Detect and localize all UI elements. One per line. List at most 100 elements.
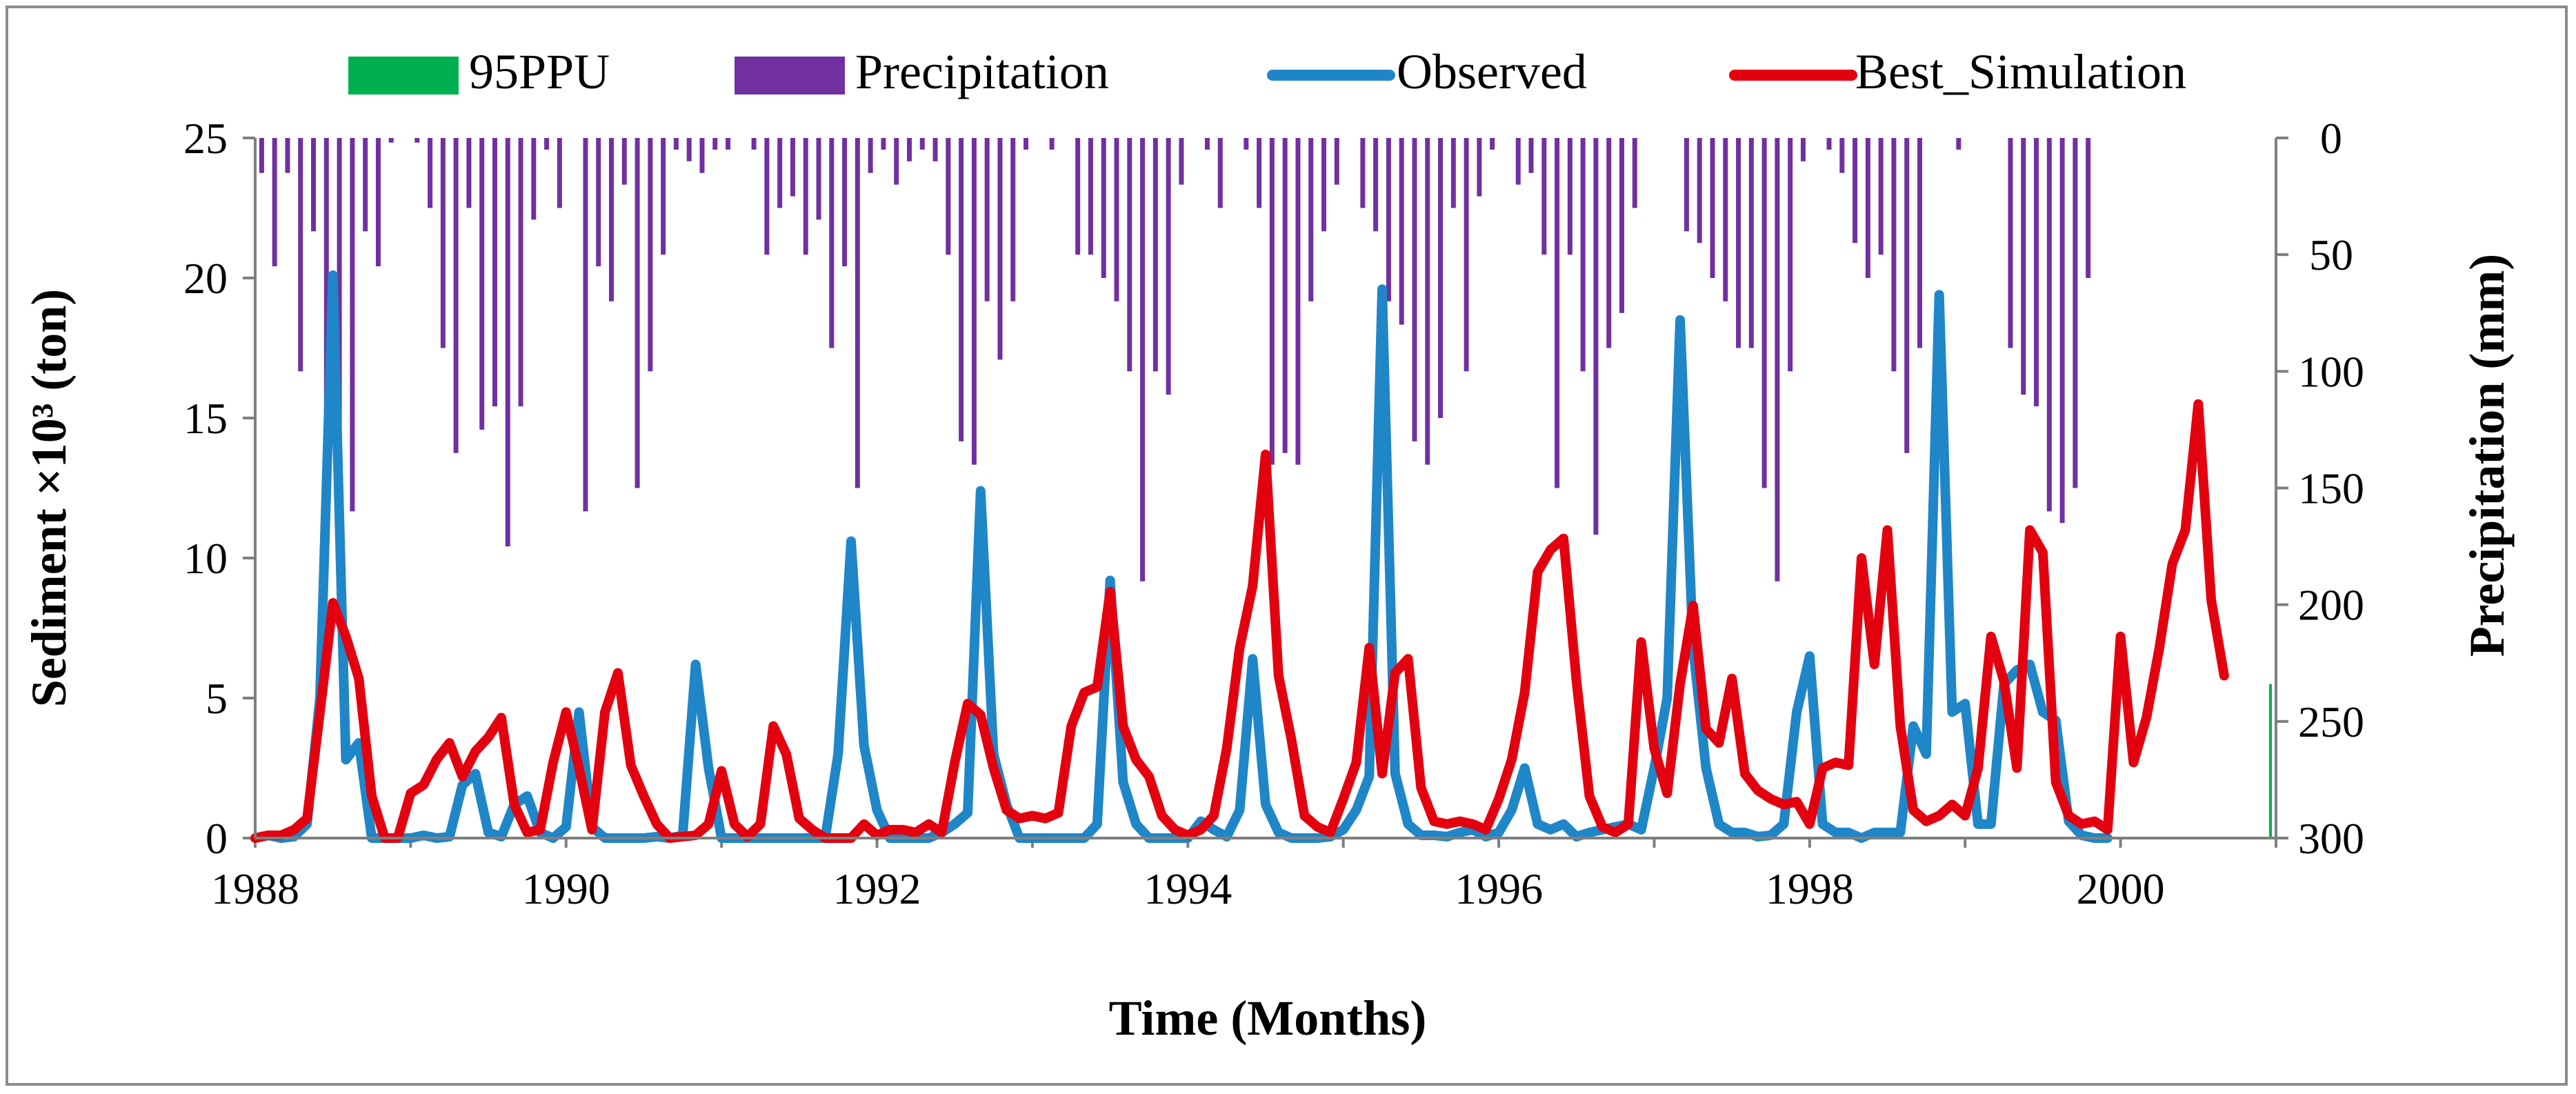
y-right-tick-label: 150 xyxy=(2298,464,2364,513)
precipitation-bars xyxy=(259,138,2091,581)
precipitation-bar xyxy=(350,138,355,512)
precipitation-bar xyxy=(1152,138,1158,372)
y-right-tick-label: 300 xyxy=(2298,814,2364,863)
legend-label-precipitation: Precipitation xyxy=(855,44,1109,99)
precipitation-bar xyxy=(1438,138,1444,418)
precipitation-bar xyxy=(1049,138,1055,150)
precipitation-bar xyxy=(686,138,692,161)
precipitation-bar xyxy=(2059,138,2065,524)
precipitation-bar xyxy=(1697,138,1702,243)
x-tick-label: 1992 xyxy=(833,864,921,913)
precipitation-bar xyxy=(1477,138,1482,197)
precipitation-bar xyxy=(1179,138,1184,185)
precipitation-bar xyxy=(1619,138,1625,313)
precipitation-bar xyxy=(2046,138,2052,512)
axes xyxy=(254,138,2277,839)
precipitation-bar xyxy=(1204,138,1210,150)
x-tick-label: 1996 xyxy=(1455,864,1543,913)
precipitation-bar xyxy=(997,138,1003,360)
y-left-tick-label: 15 xyxy=(183,394,228,443)
precipitation-bar xyxy=(764,138,770,255)
precipitation-bar xyxy=(363,138,368,232)
precipitation-bar xyxy=(1800,138,1806,161)
precipitation-bar xyxy=(518,138,523,407)
chart-frame xyxy=(6,6,2568,1086)
precipitation-bar xyxy=(946,138,951,255)
precipitation-bar xyxy=(466,138,472,208)
precipitation-bar xyxy=(932,138,938,161)
y-right-tick-label: 0 xyxy=(2320,114,2342,163)
precipitation-bar xyxy=(272,138,277,267)
y-left-tick-label: 20 xyxy=(183,254,228,303)
y-right-axis-title: Precipitation (mm) xyxy=(2459,254,2515,657)
precipitation-bar xyxy=(648,138,653,372)
precipitation-bar xyxy=(790,138,795,197)
precipitation-bar xyxy=(1425,138,1430,465)
y-left-axis-title: Sediment ×10³ (ton) xyxy=(21,289,77,708)
precipitation-bar xyxy=(1464,138,1469,372)
precipitation-bar xyxy=(1282,138,1288,453)
precipitation-bar xyxy=(2008,138,2013,348)
legend-label-observed: Observed xyxy=(1397,44,1587,99)
x-tick-label: 1988 xyxy=(211,864,299,913)
precipitation-bar xyxy=(2073,138,2078,488)
precipitation-bar xyxy=(1775,138,1780,581)
x-tick-label: 2000 xyxy=(2077,864,2165,913)
precipitation-bar xyxy=(415,138,420,143)
y-left-tick-label: 25 xyxy=(183,114,228,163)
precipitation-bar xyxy=(712,138,718,150)
y-right-tick-label: 100 xyxy=(2298,347,2364,396)
precipitation-bar xyxy=(1244,138,1249,150)
precipitation-bar xyxy=(621,138,627,185)
precipitation-bar xyxy=(1140,138,1146,581)
precipitation-bar xyxy=(337,138,342,465)
y-left-tick-label: 10 xyxy=(183,534,228,583)
precipitation-bar xyxy=(1788,138,1793,372)
precipitation-bar xyxy=(1321,138,1327,232)
precipitation-bar xyxy=(1956,138,1961,150)
precipitation-bar xyxy=(894,138,899,185)
precipitation-bar xyxy=(1761,138,1767,488)
x-axis-title: Time (Months) xyxy=(1109,991,1427,1046)
precipitation-bar xyxy=(2034,138,2039,407)
precipitation-bar xyxy=(1127,138,1132,372)
precipitation-bar xyxy=(1386,138,1391,301)
precipitation-bar xyxy=(1853,138,1858,243)
precipitation-bar xyxy=(1075,138,1081,255)
precipitation-bar xyxy=(596,138,601,267)
legend-swatch-95ppu xyxy=(348,57,459,95)
precipitation-bar xyxy=(505,138,510,547)
precipitation-bar xyxy=(1399,138,1404,325)
precipitation-bar xyxy=(323,138,329,441)
precipitation-bar xyxy=(1826,138,1832,150)
precipitation-bar xyxy=(1567,138,1572,255)
precipitation-bar xyxy=(1295,138,1301,465)
series-lines xyxy=(250,270,2272,843)
precipitation-bar xyxy=(1723,138,1728,301)
precipitation-bar xyxy=(298,138,303,372)
precipitation-bar xyxy=(1580,138,1586,372)
x-tick-label: 1994 xyxy=(1144,864,1232,913)
precipitation-bar xyxy=(1114,138,1119,301)
precipitation-bar xyxy=(1101,138,1106,278)
y-right-tick-label: 250 xyxy=(2298,697,2364,746)
precipitation-bar xyxy=(1917,138,1922,348)
precipitation-bar xyxy=(1024,138,1029,150)
precipitation-bar xyxy=(1166,138,1171,395)
precipitation-bar xyxy=(583,138,588,512)
precipitation-bar xyxy=(1606,138,1612,348)
precipitation-bar xyxy=(868,138,873,173)
y-left-tick-label: 0 xyxy=(206,814,228,863)
x-ticks: 1988 1990 1992 1994 1996 1998 2000 xyxy=(211,838,2277,913)
observed-line xyxy=(250,270,2113,843)
precipitation-bar xyxy=(959,138,964,441)
precipitation-bar xyxy=(842,138,848,267)
precipitation-bar xyxy=(1373,138,1379,232)
precipitation-bar xyxy=(1528,138,1534,173)
precipitation-bar xyxy=(699,138,705,173)
precipitation-bar xyxy=(1269,138,1275,465)
precipitation-bar xyxy=(1490,138,1495,150)
precipitation-bar xyxy=(388,138,394,143)
precipitation-bar xyxy=(531,138,537,220)
